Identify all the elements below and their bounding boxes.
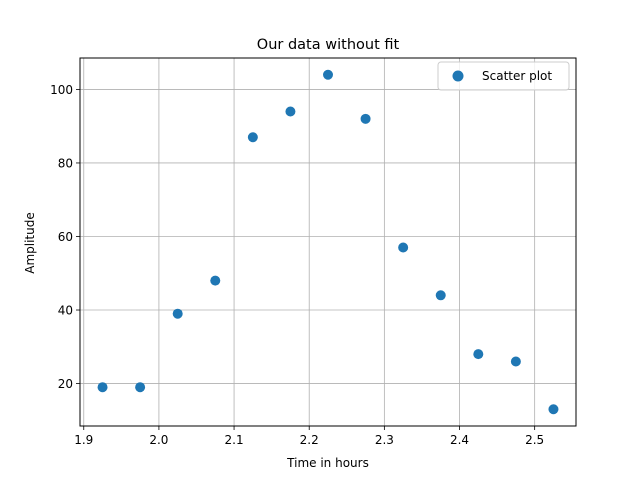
x-tick-label: 2.3 <box>375 433 394 447</box>
y-tick-label: 100 <box>50 83 73 97</box>
scatter-point <box>285 106 296 117</box>
y-tick-label: 20 <box>58 377 73 391</box>
grid-lines <box>80 58 576 426</box>
scatter-point <box>210 275 221 286</box>
scatter-point <box>135 382 146 393</box>
x-axis-label: Time in hours <box>286 456 369 470</box>
scatter-point <box>473 349 484 360</box>
scatter-point <box>398 242 409 253</box>
legend-label: Scatter plot <box>482 69 552 83</box>
scatter-point <box>548 404 559 415</box>
x-tick-label: 2.4 <box>450 433 469 447</box>
plot-frame <box>79 57 577 427</box>
x-tick-label: 2.1 <box>225 433 244 447</box>
scatter-point <box>435 290 446 301</box>
scatter-point <box>360 113 371 124</box>
legend: Scatter plot <box>437 61 570 91</box>
x-tick-label: 2.2 <box>300 433 319 447</box>
chart-title: Our data without fit <box>257 37 400 53</box>
y-tick-label: 60 <box>58 230 73 244</box>
scatter-point <box>247 132 258 143</box>
y-axis-label: Amplitude <box>23 212 37 274</box>
y-tick-label: 40 <box>58 304 73 318</box>
legend-box <box>437 61 570 91</box>
axis-ticks: 1.9 2.0 2.1 2.2 2.3 2.4 2.5 20 40 60 80 100 <box>50 83 544 447</box>
scatter-point <box>510 356 521 367</box>
x-tick-label: 2.5 <box>525 433 544 447</box>
scatter-point <box>97 382 108 393</box>
scatter-point <box>323 69 333 80</box>
x-tick-label: 2.0 <box>149 433 168 447</box>
scatter-point <box>172 308 183 319</box>
y-tick-label: 80 <box>58 156 73 170</box>
data-points <box>97 69 559 415</box>
x-tick-label: 1.9 <box>74 433 93 447</box>
legend-marker <box>452 70 464 82</box>
